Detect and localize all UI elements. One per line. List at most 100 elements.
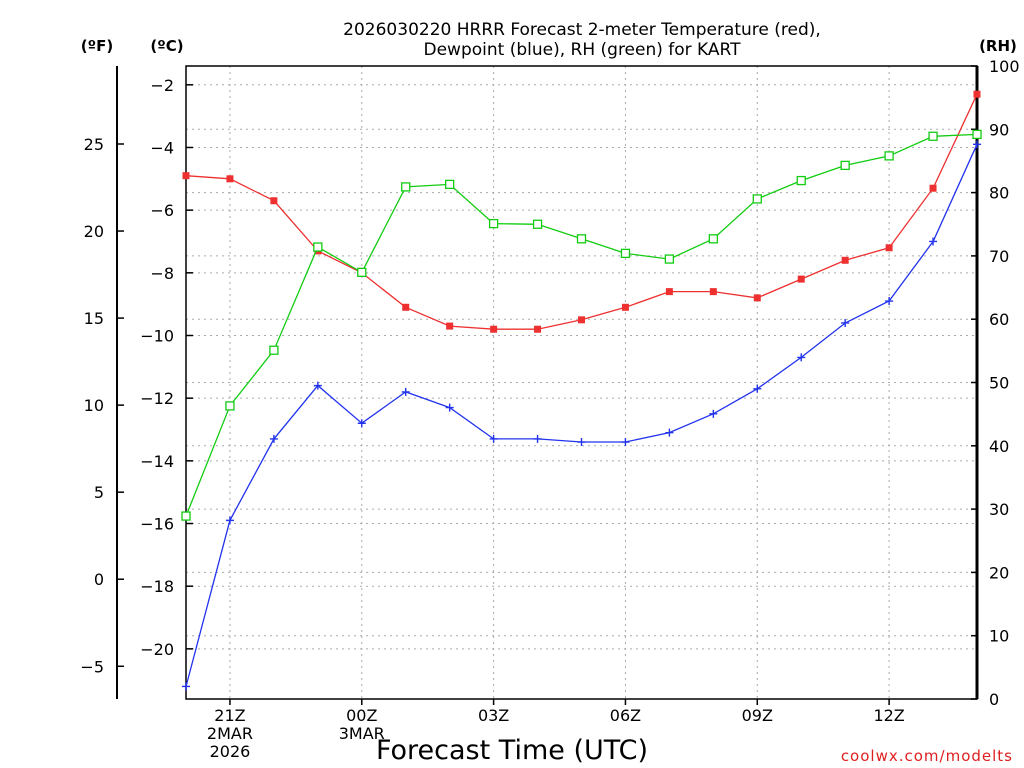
axes: 21Z 2MAR 2026 00Z 3MAR 03Z 06Z 09Z 12Z −2 −4 −6 −8 −1… [80,57,1019,761]
rh-line [185,133,978,517]
rh-point [401,182,411,192]
dewpoint-point [182,682,190,691]
rh-tick-label: 100 [989,57,1020,76]
rh-axis-unit: (RH) [979,37,1017,55]
celsius-tick-label: −18 [140,577,174,596]
dewpoint-point [313,381,322,390]
temperature-point [709,288,717,296]
temperature-point [797,275,805,283]
temperature-point [885,244,893,252]
celsius-tick-label: −4 [150,138,174,157]
fahrenheit-tick-label: 25 [84,135,104,154]
dewpoint-line [185,144,978,687]
dewpoint-point [225,516,234,525]
rh-point [928,131,938,141]
rh-tick-label: 50 [989,374,1009,393]
dewpoint-point [269,434,278,443]
dewpoint-point [885,297,894,306]
rh-point [664,254,675,264]
celsius-axis-unit: (ºC) [150,37,183,55]
celsius-tick-label: −10 [140,326,174,345]
dewpoint-point [973,140,981,149]
rh-tick-label: 0 [989,690,999,709]
credit-text: coolwx.com/modelts [841,747,1013,765]
dewpoint-point [841,318,850,327]
temperature-point [621,303,629,311]
x-tick-label: 12Z [873,706,904,725]
dewpoint-point [533,434,542,443]
rh-point [620,248,631,259]
fahrenheit-tick-label: 20 [84,222,104,241]
rh-point [357,267,367,278]
temperature-point [490,325,498,333]
dewpoint-point [621,438,630,447]
temperature-point [402,303,410,311]
temperature-point [182,172,190,180]
rh-tick-label: 30 [989,500,1009,519]
rh-point [840,160,850,171]
fahrenheit-tick-label: 10 [84,396,104,415]
rh-tick-label: 90 [989,120,1009,139]
x-tick-label: 00Z 3MAR [339,706,385,743]
fahrenheit-tick-label: 0 [94,570,104,589]
rh-point [488,218,499,229]
rh-point [972,129,982,140]
rh-tick-label: 10 [989,627,1009,646]
celsius-tick-label: −8 [150,264,174,283]
fahrenheit-axis-unit: (ºF) [81,37,113,55]
temperature-point [270,197,278,205]
data-series [181,90,982,691]
x-tick-label: 06Z [610,706,641,725]
dewpoint-point [445,403,454,412]
rh-tick-label: 20 [989,563,1009,582]
x-tick-label: 09Z [742,706,773,725]
fahrenheit-tick-label: 5 [94,483,104,502]
fahrenheit-tick-label: 15 [84,309,104,328]
x-tick-label: 21Z 2MAR 2026 [207,706,253,761]
gridlines [186,66,977,699]
rh-point [532,219,543,229]
celsius-tick-label: −12 [140,389,174,408]
chart-title-line-1: 2026030220 HRRR Forecast 2-meter Tempera… [343,20,821,40]
temperature-point [226,175,234,183]
rh-point [796,175,806,186]
dewpoint-point [489,434,498,443]
dewpoint-point [401,387,410,396]
celsius-tick-label: −14 [140,452,174,471]
rh-point [708,234,718,244]
celsius-tick-label: −16 [140,515,174,534]
rh-tick-label: 40 [989,437,1009,456]
fahrenheit-tick-label: −5 [80,657,104,676]
rh-point [269,345,279,355]
temperature-point [973,90,981,98]
temperature-point [665,288,673,296]
dewpoint-point [665,428,674,437]
celsius-tick-label: −2 [150,76,174,95]
rh-point [752,194,762,204]
rh-point [445,179,455,190]
celsius-tick-label: −20 [140,640,174,659]
rh-point [576,234,587,244]
rh-tick-label: 80 [989,184,1009,203]
dewpoint-point [753,384,762,393]
celsius-tick-label: −6 [150,201,174,220]
temperature-point [929,184,937,192]
chart-title-line-2: Dewpoint (blue), RH (green) for KART [423,40,741,60]
rh-point [181,511,191,521]
temperature-point [534,325,542,333]
temperature-point [446,322,454,330]
rh-point [313,242,323,252]
rh-tick-label: 70 [989,247,1009,266]
temperature-point [578,316,585,324]
dewpoint-point [797,353,806,362]
dewpoint-point [709,409,718,418]
temperature-point [753,294,761,302]
dewpoint-point [357,419,366,428]
rh-point [884,151,894,161]
dewpoint-point [929,237,938,246]
temperature-point [841,256,849,264]
rh-point [225,401,235,411]
x-axis-label: Forecast Time (UTC) [376,735,648,766]
rh-tick-label: 60 [989,310,1009,329]
